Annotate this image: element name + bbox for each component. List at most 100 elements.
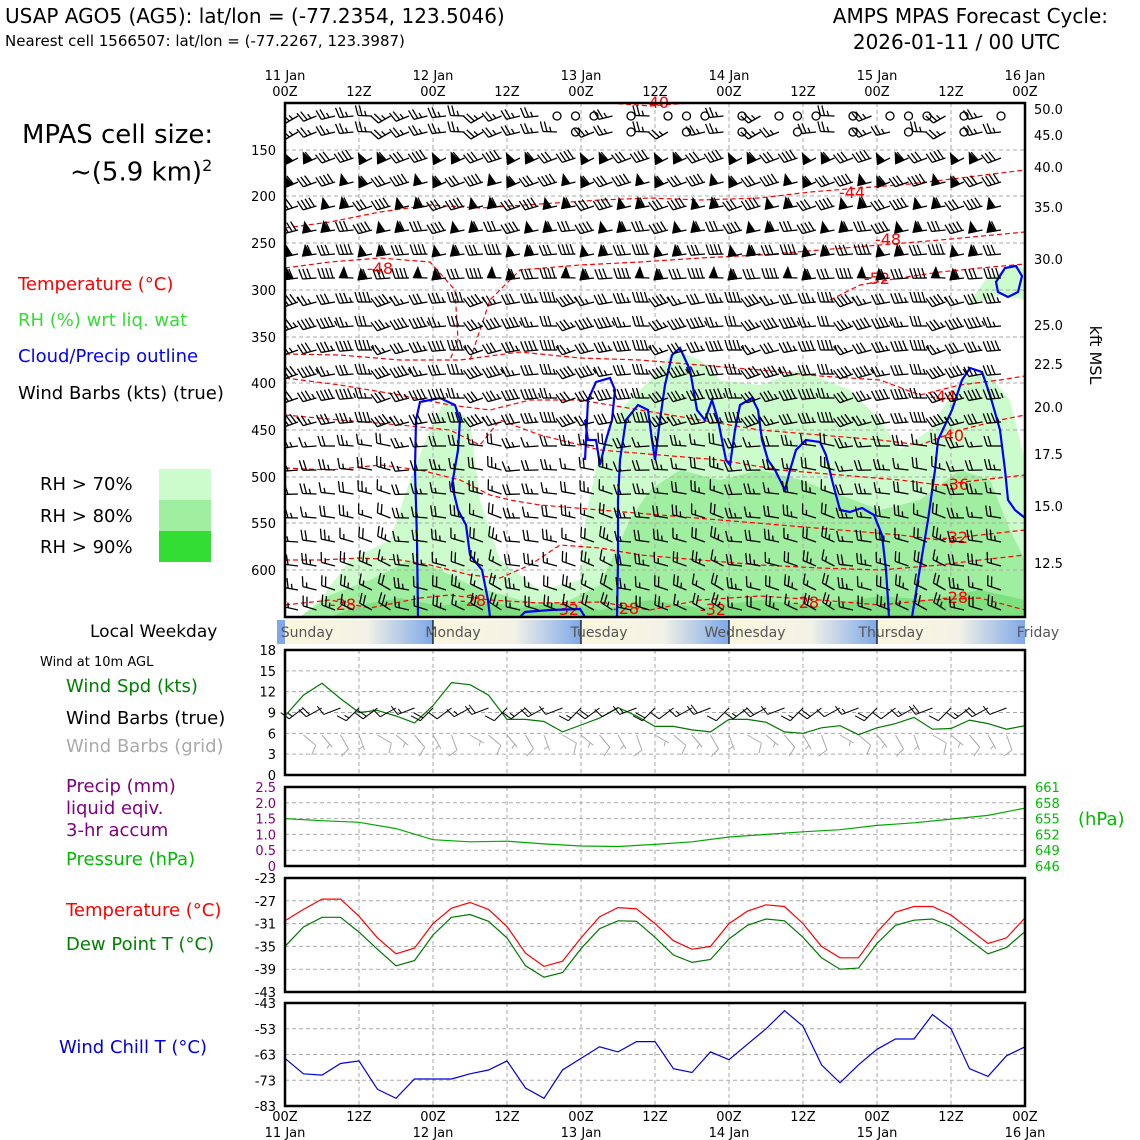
- wind-barb-grid: [710, 734, 719, 757]
- wind-barb: [666, 295, 687, 307]
- wind-barb: [486, 265, 502, 279]
- wind-barb-true: [760, 705, 785, 715]
- pressure-tick-label: 250: [251, 237, 276, 252]
- wind-barb: [296, 415, 317, 427]
- wind-barb: [321, 575, 336, 591]
- wind-barb: [597, 243, 613, 257]
- y-tick-label: 2.5: [255, 781, 276, 796]
- wind-barb: [319, 528, 336, 543]
- wind-barb: [408, 316, 431, 330]
- wind-barb: [488, 572, 502, 591]
- wind-barb: [743, 483, 761, 495]
- y-tick-label: -43: [255, 986, 276, 1001]
- wind-barb: [631, 411, 650, 423]
- wind-barb: [409, 460, 428, 471]
- wind-barb: [931, 173, 946, 187]
- panel-frame: [283, 876, 1027, 994]
- wind-barb: [599, 572, 613, 591]
- wind-barb-grid: [691, 734, 703, 749]
- wind-barb: [447, 105, 465, 117]
- wind-barb: [449, 243, 465, 257]
- wind-barb: [391, 267, 410, 279]
- wind-barb: [431, 267, 447, 281]
- wind-barb: [354, 105, 373, 117]
- wind-barb-grid: [633, 734, 643, 757]
- legend-rh70: RH > 70%: [40, 474, 133, 495]
- wind-barb: [894, 151, 909, 165]
- wind-barb: [538, 244, 558, 256]
- wind-barb: [833, 319, 854, 332]
- wind-barb: [894, 574, 909, 591]
- weekday-band: Sunday Monday Tuesday Wednesday Thursday Frid…: [277, 620, 1059, 644]
- top-hour-label: 12Z: [346, 85, 372, 100]
- wind-barb: [336, 434, 354, 447]
- wind-barb: [723, 437, 743, 449]
- wind-barb: [780, 434, 798, 447]
- wind-barb: [852, 220, 872, 233]
- wind-barb: [814, 197, 835, 211]
- wind-barb: [520, 436, 539, 448]
- wind-barb: [446, 268, 465, 280]
- wind-barb: [801, 503, 817, 519]
- wind-barb: [705, 340, 724, 352]
- wind-barb: [370, 197, 391, 211]
- temp-label: Temperature (°C): [66, 900, 222, 921]
- wind-barb: [652, 505, 669, 519]
- wind-barb: [740, 319, 761, 332]
- wind-barb: [389, 173, 410, 187]
- wind-barb: [469, 573, 484, 591]
- wind-barb: [285, 554, 299, 567]
- wind-barb-true: [872, 707, 896, 720]
- wind-barb: [742, 436, 761, 448]
- wind-barb: [561, 173, 576, 187]
- wind-barb: [593, 388, 613, 402]
- wind-barb: [802, 550, 817, 567]
- temp-contour-44: [285, 169, 1025, 229]
- wind-barb: [580, 550, 595, 567]
- cloud-outline-2: [519, 607, 586, 617]
- wind-barb: [913, 526, 928, 543]
- wind-barb: [612, 461, 632, 472]
- wind-barb: [462, 113, 484, 124]
- wind-barb: [962, 197, 983, 211]
- wind-barb: [450, 574, 465, 591]
- wind-barb: [833, 391, 854, 404]
- wind-barb: [635, 595, 650, 611]
- wind-barb: [834, 461, 854, 472]
- height-tick-label: 25.0: [1034, 319, 1063, 334]
- wind-barb: [300, 529, 317, 543]
- wind-barb-grid: [599, 734, 611, 757]
- wind-barb: [931, 479, 946, 495]
- wind-barb: [985, 505, 1002, 519]
- wind-barb: [616, 196, 632, 210]
- wind-barb: [408, 220, 428, 233]
- wind-barb: [690, 503, 706, 519]
- wind-barb: [950, 175, 965, 189]
- wind-barb: [409, 243, 428, 256]
- wind-barb: [727, 152, 743, 166]
- wind-barb: [500, 366, 521, 378]
- wind-barb: [412, 265, 428, 279]
- bottom-hour-label: 12Z: [642, 1110, 668, 1125]
- wind-barb: [959, 127, 969, 137]
- top-hour-label: 00Z: [272, 85, 298, 100]
- pressure-line: [284, 807, 1026, 848]
- pressure-axis: 150 200 250 300 350 400 450 500 550 600: [251, 144, 276, 579]
- wind-barb: [967, 243, 983, 257]
- wind-barb: [561, 527, 576, 543]
- wind-barb-grid: [617, 734, 627, 750]
- wind-barb: [518, 175, 539, 188]
- bottom-hour-label: 12Z: [938, 1110, 964, 1125]
- wind-barb: [524, 595, 539, 611]
- wind-barb: [632, 506, 650, 519]
- wind-barb: [320, 196, 336, 210]
- wind-barb: [408, 293, 428, 306]
- wind-barb: [632, 483, 650, 495]
- wind-barb: [500, 293, 521, 306]
- wind-barb: [944, 317, 965, 331]
- wind-barb: [893, 504, 909, 519]
- wind-barb: [799, 433, 817, 447]
- wind-barb: [612, 292, 632, 304]
- wind-barb: [500, 221, 521, 235]
- wind-barb: [505, 152, 521, 166]
